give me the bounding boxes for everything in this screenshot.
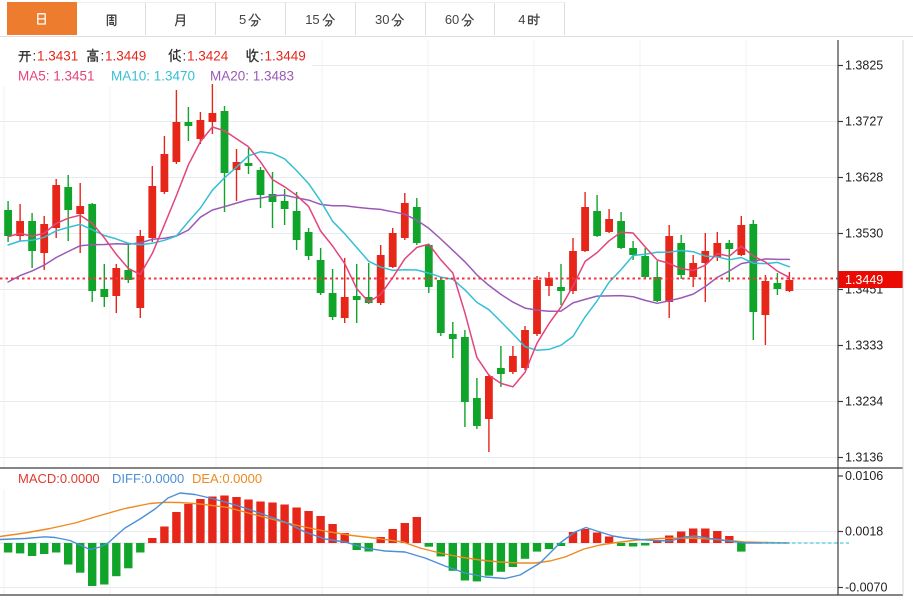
svg-text:1.3530: 1.3530 — [845, 227, 883, 241]
svg-text:1.3333: 1.3333 — [845, 339, 883, 353]
svg-text:MA10: 1.3470: MA10: 1.3470 — [111, 69, 195, 84]
svg-text::: : — [183, 49, 187, 64]
svg-text:1.3449: 1.3449 — [105, 49, 146, 64]
svg-text:1.3825: 1.3825 — [845, 59, 883, 73]
svg-text:1.3449: 1.3449 — [845, 273, 883, 287]
svg-text:-0.0070: -0.0070 — [845, 581, 887, 595]
svg-text:DIFF:0.0000: DIFF:0.0000 — [112, 471, 184, 486]
svg-text:MACD:0.0000: MACD:0.0000 — [18, 471, 100, 486]
svg-text::: : — [33, 49, 37, 64]
svg-text:1.3431: 1.3431 — [37, 49, 78, 64]
svg-text:0.0018: 0.0018 — [845, 525, 883, 539]
svg-text:MA20: 1.3483: MA20: 1.3483 — [210, 69, 294, 84]
svg-text:1.3136: 1.3136 — [845, 451, 883, 465]
svg-text:DEA:0.0000: DEA:0.0000 — [192, 471, 262, 486]
svg-text::: : — [260, 49, 264, 64]
svg-text:1.3727: 1.3727 — [845, 115, 883, 129]
svg-text:0.0106: 0.0106 — [845, 469, 883, 483]
svg-text:1.3628: 1.3628 — [845, 171, 883, 185]
svg-text:1.3449: 1.3449 — [265, 49, 306, 64]
svg-text:1.3424: 1.3424 — [187, 49, 229, 64]
svg-text:1.3234: 1.3234 — [845, 395, 883, 409]
svg-text::: : — [101, 49, 105, 64]
svg-text:MA5: 1.3451: MA5: 1.3451 — [18, 69, 95, 84]
